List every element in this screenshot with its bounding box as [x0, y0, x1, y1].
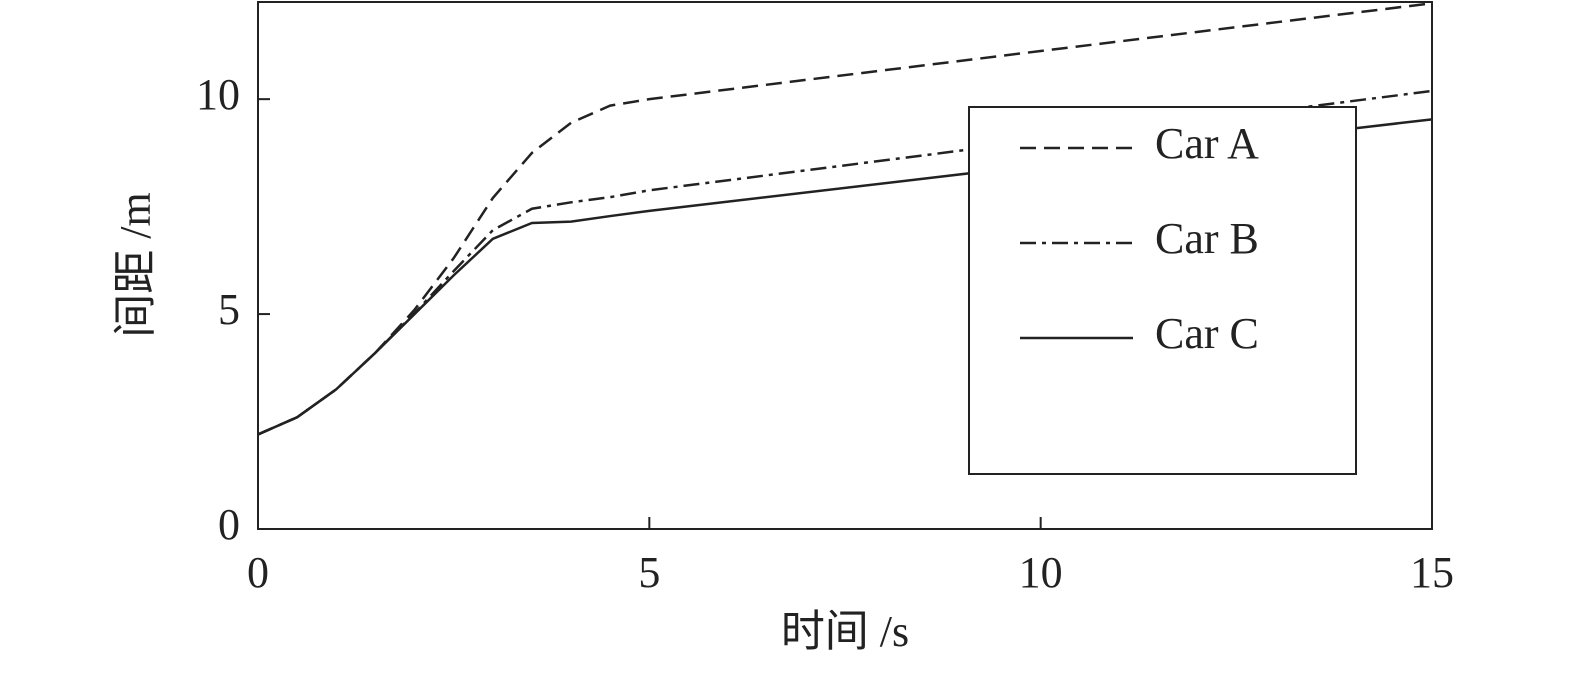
- x-tick-label: 0: [247, 548, 269, 597]
- y-tick-label: 0: [218, 500, 240, 549]
- series-line: [257, 118, 1433, 436]
- legend-label: Car A: [1155, 119, 1259, 168]
- x-tick-label: 10: [1019, 548, 1063, 597]
- x-axis-label: 时间 /s: [781, 607, 909, 656]
- x-tick-label: 5: [638, 548, 660, 597]
- plot-frame: [257, 1, 1433, 530]
- legend-box: [968, 106, 1357, 475]
- x-tick-label: 15: [1410, 548, 1454, 597]
- legend-label: Car B: [1155, 214, 1259, 263]
- y-tick-label: 10: [196, 70, 240, 119]
- y-axis-label: 间距 /m: [111, 192, 160, 337]
- legend-label: Car C: [1155, 309, 1259, 358]
- y-tick-label: 5: [218, 285, 240, 334]
- series-line: [257, 2, 1433, 436]
